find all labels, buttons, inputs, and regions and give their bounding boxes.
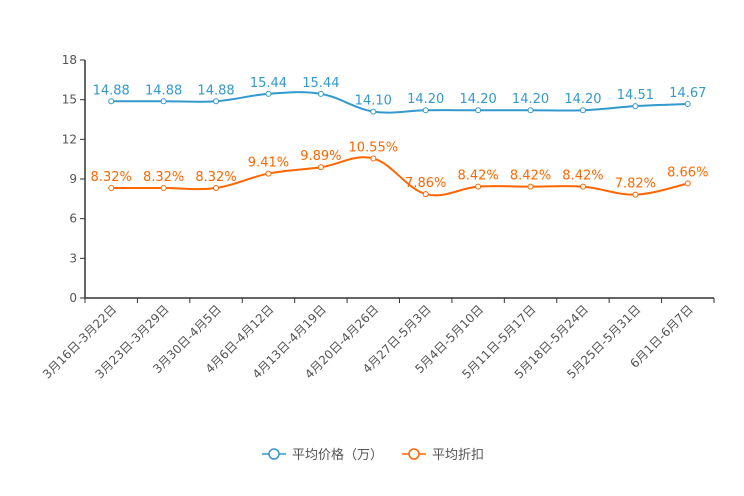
legend-label[interactable]: 平均折扣 <box>432 448 484 463</box>
data-label: 8.66% <box>667 165 708 180</box>
data-point <box>684 101 691 108</box>
data-point <box>213 184 220 191</box>
data-label: 10.55% <box>349 141 399 156</box>
data-point <box>475 107 482 114</box>
data-label: 14.51 <box>617 88 654 103</box>
data-point <box>527 183 534 190</box>
data-label: 7.82% <box>615 177 656 192</box>
data-label: 14.88 <box>93 83 130 98</box>
y-tick-label: 15 <box>62 93 77 107</box>
data-point <box>422 107 429 114</box>
data-point <box>370 155 377 162</box>
data-label: 15.44 <box>302 76 339 91</box>
data-label: 7.86% <box>405 176 446 191</box>
data-point <box>108 98 115 105</box>
data-label: 9.41% <box>248 156 289 171</box>
data-point <box>160 98 167 105</box>
data-label: 14.20 <box>564 92 601 107</box>
data-point <box>422 191 429 198</box>
data-point <box>527 107 534 114</box>
data-point <box>160 184 167 191</box>
data-point <box>317 90 324 97</box>
legend-marker <box>408 448 420 460</box>
y-tick-label: 12 <box>62 132 77 146</box>
data-label: 8.32% <box>91 170 132 185</box>
data-point <box>632 191 639 198</box>
legend-marker <box>268 448 280 460</box>
data-point <box>370 108 377 115</box>
data-point <box>265 170 272 177</box>
data-label: 8.42% <box>562 169 603 184</box>
series-line-0 <box>111 91 688 114</box>
data-point <box>684 180 691 187</box>
y-tick-label: 6 <box>69 212 77 226</box>
data-label: 8.32% <box>143 170 184 185</box>
data-label: 14.10 <box>355 94 392 109</box>
data-label: 9.89% <box>300 149 341 164</box>
y-tick-label: 3 <box>69 251 77 265</box>
data-point <box>632 103 639 110</box>
data-point <box>579 183 586 190</box>
data-label: 14.20 <box>460 92 497 107</box>
data-label: 14.88 <box>197 83 234 98</box>
y-tick-label: 0 <box>69 291 77 305</box>
data-label: 14.20 <box>407 92 444 107</box>
data-point <box>213 98 220 105</box>
data-label: 15.44 <box>250 76 287 91</box>
series-line-1 <box>111 156 689 197</box>
data-point <box>579 107 586 114</box>
data-label: 14.20 <box>512 92 549 107</box>
y-tick-label: 9 <box>69 172 77 186</box>
data-label: 8.42% <box>457 169 498 184</box>
data-label: 8.42% <box>510 169 551 184</box>
data-point <box>475 183 482 190</box>
data-point <box>265 90 272 97</box>
data-label: 14.88 <box>145 83 182 98</box>
data-point <box>317 164 324 171</box>
y-tick-label: 18 <box>62 53 77 67</box>
data-label: 8.32% <box>195 170 236 185</box>
data-point <box>108 184 115 191</box>
data-label: 14.67 <box>669 86 706 101</box>
legend-label[interactable]: 平均价格（万） <box>292 447 383 463</box>
